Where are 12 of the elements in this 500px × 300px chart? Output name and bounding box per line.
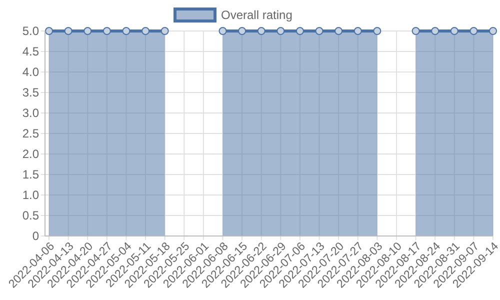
legend-label: Overall rating [221, 8, 292, 22]
y-tick-label: 3.5 [22, 86, 40, 100]
y-tick-label: 0 [32, 229, 40, 244]
y-tick-label: 5.0 [22, 24, 40, 38]
y-tick-label: 2.0 [22, 147, 40, 162]
y-tick-label: 2.5 [22, 126, 40, 141]
y-tick-label: 1.0 [22, 188, 40, 202]
y-tick-label: 4.0 [22, 65, 40, 80]
y-tick-label: 4.5 [22, 44, 40, 59]
y-tick-label: 3.0 [22, 106, 40, 120]
y-tick-label: 1.5 [22, 168, 40, 182]
y-tick-label: 0.5 [22, 208, 40, 223]
